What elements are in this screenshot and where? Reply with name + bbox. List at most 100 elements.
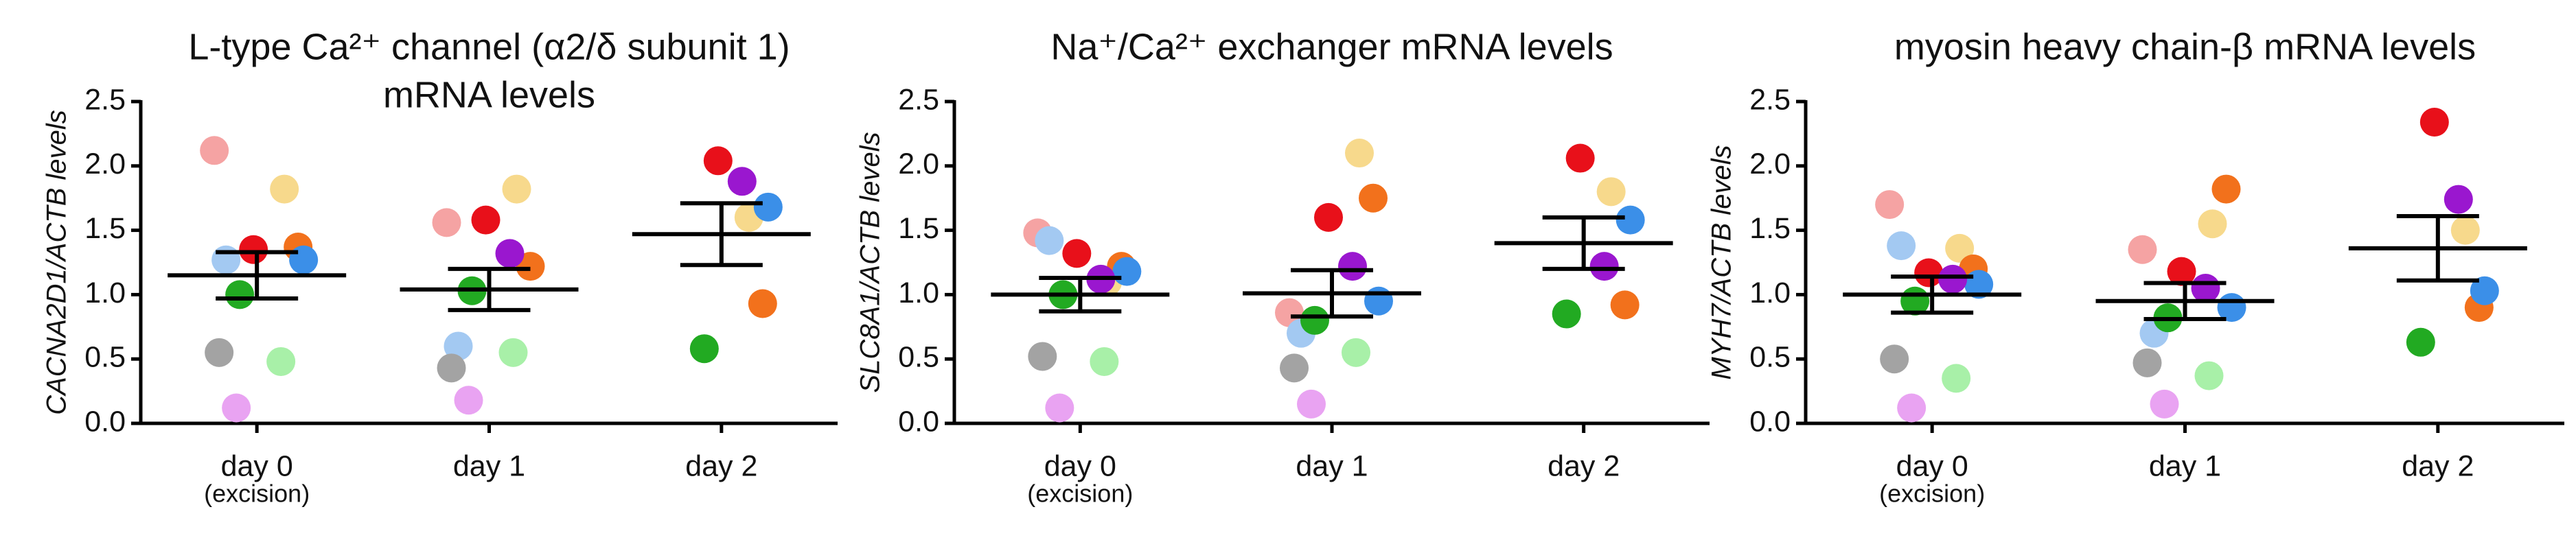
data-point [1045,393,1074,423]
data-point [748,289,777,318]
x-tick-label: day 1 [1296,449,1368,482]
y-tick-label: 2.0 [84,148,126,180]
chart-title: myosin heavy chain-β mRNA levels [1894,26,2476,67]
y-tick-label: 2.0 [898,148,939,180]
y-tick-label: 1.5 [1749,212,1791,245]
data-point [437,353,466,383]
x-tick-label: day 1 [2149,449,2221,482]
data-point [1565,143,1595,173]
data-point [1942,364,1971,393]
y-tick-label: 0.5 [898,341,939,374]
data-point [1314,202,1343,232]
data-point [225,280,255,309]
data-point [1938,264,1968,294]
data-point [211,245,241,274]
data-point [1897,393,1927,423]
data-point [205,338,234,367]
x-tick-label: day 0 [221,449,293,482]
data-point [454,386,483,415]
x-tick-label: day 2 [2402,449,2474,482]
data-point [2198,209,2227,239]
chart-title: L-type Ca²⁺ channel (α2/δ subunit 1) [188,26,790,67]
y-tick-label: 0.0 [84,405,126,438]
y-tick-label: 1.0 [898,277,939,309]
y-tick-label: 2.5 [84,83,126,116]
data-point [270,174,299,204]
data-point [1345,139,1374,168]
y-tick-label: 0.5 [1749,341,1791,374]
data-point [1615,205,1645,235]
data-point [2450,215,2480,245]
chart-title: Na⁺/Ca²⁺ exchanger mRNA levels [1050,26,1613,67]
y-axis-label: CACNA2D1/ACTB levels [42,110,72,415]
data-point [444,331,473,361]
x-tick-note: (excision) [204,480,310,508]
y-tick-label: 2.5 [898,83,939,116]
y-tick-label: 1.0 [1749,277,1791,309]
data-point [498,338,528,367]
data-point [1596,177,1626,207]
data-point [2128,235,2157,264]
data-point [1300,305,1329,335]
data-point [2419,108,2449,137]
data-point [1280,353,1309,383]
data-point [753,192,783,222]
data-point [1589,252,1619,281]
data-point [1914,258,1944,287]
data-point [516,252,545,281]
chart-title: mRNA levels [383,74,595,115]
data-point [1880,344,1909,374]
y-tick-label: 1.0 [84,277,126,309]
y-tick-label: 0.0 [1749,405,1791,438]
data-point [502,174,531,204]
y-axis-label: SLC8A1/ACTB levels [855,132,886,392]
data-point [2194,361,2224,390]
data-point [1338,252,1367,281]
data-point [1945,233,1975,263]
y-tick-label: 2.0 [1749,148,1791,180]
data-point [222,393,251,423]
y-axis-label: MYH7/ACTB levels [1707,145,1737,379]
data-point [495,239,525,268]
data-point [1035,226,1064,255]
y-tick-label: 2.5 [1749,83,1791,116]
x-tick-label: day 2 [685,449,757,482]
data-point [1090,347,1119,376]
x-tick-note: (excision) [1879,480,1985,508]
y-tick-label: 1.5 [898,212,939,245]
y-tick-label: 0.5 [84,341,126,374]
x-tick-label: day 0 [1044,449,1116,482]
data-point [200,136,229,165]
data-point [1297,389,1326,419]
y-tick-label: 0.0 [898,405,939,438]
x-tick-label: day 2 [1548,449,1620,482]
data-point [2406,327,2435,357]
data-point [1364,286,1393,316]
x-tick-label: day 1 [453,449,525,482]
data-point [703,146,733,176]
data-point [2191,274,2220,303]
data-point [1342,338,1370,367]
data-point [689,334,719,364]
data-point [1887,231,1916,261]
data-point [471,205,501,235]
data-point [432,208,461,237]
x-tick-note: (excision) [1027,480,1133,508]
data-point [1112,257,1142,286]
data-point [2150,389,2179,419]
x-tick-label: day 0 [1896,449,1968,482]
data-point [2167,257,2196,286]
data-point [2443,185,2473,214]
data-point [289,245,319,274]
data-point [1610,290,1640,320]
data-point [239,235,268,264]
data-point [2132,348,2162,377]
data-point [1875,190,1905,220]
data-point [2211,174,2241,204]
data-point [1359,183,1388,213]
data-point [727,167,757,196]
data-point [1552,299,1581,329]
y-tick-label: 1.5 [84,212,126,245]
data-point [2470,276,2499,305]
